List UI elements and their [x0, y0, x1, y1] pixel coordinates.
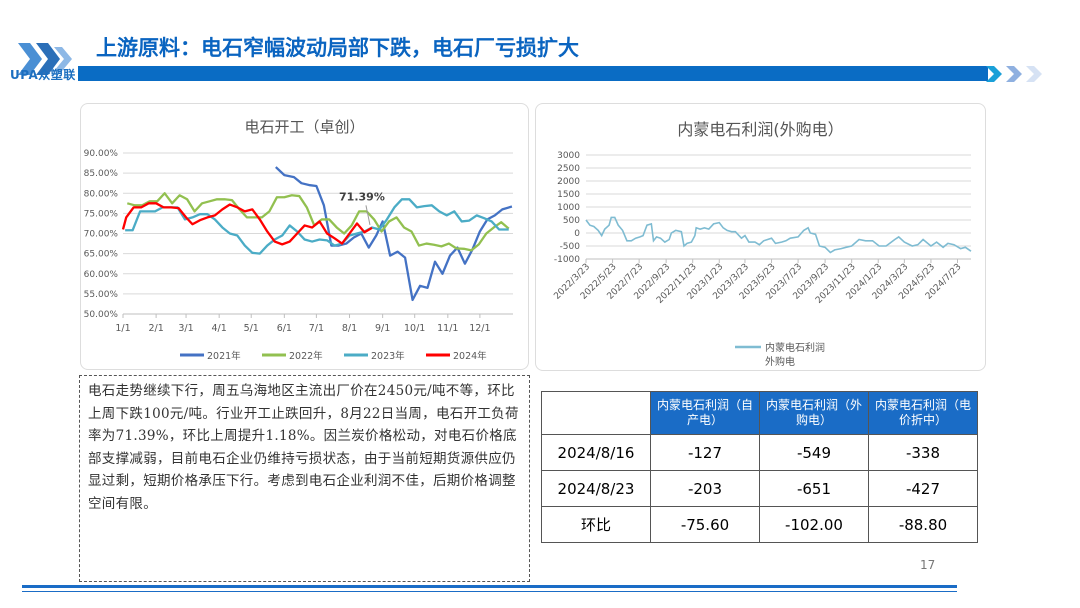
footer-line	[22, 585, 957, 588]
table-cell: -338	[868, 434, 978, 471]
y-tick-label: 0	[574, 229, 580, 239]
y-tick-label: 60.00%	[84, 270, 119, 280]
table-header: 内蒙电石利润（外购电）	[759, 391, 869, 435]
x-tick-label: 3/1	[178, 323, 193, 334]
legend-label: 外购电	[765, 355, 795, 368]
legend-label: 2022年	[289, 350, 323, 362]
chart-profit-plot: 300025002000150010005000-500-10002022/3/…	[552, 151, 972, 368]
y-tick-label: 90.00%	[84, 149, 119, 159]
x-tick-label: 6/1	[277, 323, 292, 334]
table-header: 内蒙电石利润（电价折中）	[868, 391, 978, 435]
chart-operating-rate: 电石开工（卓创）	[80, 103, 529, 370]
y-tick-label: -1000	[554, 255, 580, 265]
x-tick-label: 8/1	[342, 323, 357, 334]
series-line-2021年	[275, 166, 513, 302]
legend-label: 内蒙电石利润	[765, 341, 825, 354]
table-cell: 2024/8/16	[541, 434, 651, 471]
y-tick-label: 75.00%	[84, 209, 119, 219]
table-cell: 2024/8/23	[541, 470, 651, 507]
series-line-2023年	[125, 198, 509, 255]
y-tick-label: 500	[563, 216, 580, 226]
x-tick-label: 10/1	[404, 323, 425, 334]
table-row: 2024/8/16 -127 -549 -338	[541, 434, 978, 471]
y-tick-label: 70.00%	[84, 230, 119, 240]
x-tick-label: 4/1	[212, 323, 227, 334]
x-tick-label: 11/1	[437, 323, 458, 334]
x-tick-label: 2/1	[148, 323, 163, 334]
x-tick-label: 9/1	[375, 323, 390, 334]
y-tick-label: 80.00%	[84, 189, 119, 199]
table-cell: -127	[650, 434, 760, 471]
table-cell: -102.00	[759, 506, 869, 543]
y-tick-label: 50.00%	[84, 310, 119, 320]
annotation-label: 71.39%	[339, 190, 385, 203]
chevron-decor-icon	[986, 66, 1042, 82]
y-tick-label: 85.00%	[84, 169, 119, 179]
y-tick-label: 2500	[557, 164, 580, 174]
y-tick-label: 65.00%	[84, 250, 119, 260]
legend-label: 2024年	[453, 350, 487, 362]
table-header-corner	[541, 391, 651, 435]
commentary-text: 电石走势继续下行，周五乌海地区主流出厂价在2450元/吨不等，环比上周下跌100…	[79, 375, 530, 582]
table-cell: -651	[759, 470, 869, 507]
profit-table: 内蒙电石利润（自产电） 内蒙电石利润（外购电） 内蒙电石利润（电价折中） 202…	[541, 391, 978, 543]
table-cell: 环比	[541, 506, 651, 543]
chart-title: 内蒙电石利润(外购电）	[677, 120, 844, 139]
x-tick-label: 1/1	[115, 323, 130, 334]
page-number: 17	[920, 558, 936, 572]
table-cell: -75.60	[650, 506, 760, 543]
table-header: 内蒙电石利润（自产电）	[650, 391, 760, 435]
footer-line	[22, 591, 957, 592]
logo-text: UPA众塑联	[10, 68, 76, 82]
y-tick-label: -500	[560, 242, 581, 252]
header-bar	[78, 66, 988, 81]
y-tick-label: 2000	[557, 177, 580, 187]
table-header-row: 内蒙电石利润（自产电） 内蒙电石利润（外购电） 内蒙电石利润（电价折中）	[541, 391, 978, 435]
legend-label: 2023年	[371, 350, 405, 362]
x-tick-label: 7/1	[309, 323, 324, 334]
table-row: 环比 -75.60 -102.00 -88.80	[541, 506, 978, 543]
chart-title: 电石开工（卓创）	[244, 118, 365, 136]
x-tick-label: 12/1	[469, 323, 490, 334]
table-cell: -88.80	[868, 506, 978, 543]
logo-icon	[18, 43, 72, 75]
annotation-leader	[365, 205, 371, 226]
table-cell: -549	[759, 434, 869, 471]
series-line	[585, 216, 972, 254]
table-cell: -427	[868, 470, 978, 507]
table-row: 2024/8/23 -203 -651 -427	[541, 470, 978, 507]
chart-operating-rate-plot: 90.00% 85.00% 80.00% 75.00% 70.00% 65.00% 60.0…	[84, 149, 513, 362]
page-title: 上游原料：电石窄幅波动局部下跌，电石厂亏损扩大	[96, 36, 579, 60]
chart-profit: 内蒙电石利润(外购电）	[535, 103, 986, 371]
table-cell: -203	[650, 470, 760, 507]
series-line-2024年	[121, 202, 373, 246]
y-tick-label: 3000	[557, 151, 580, 161]
y-tick-label: 1500	[557, 190, 580, 200]
y-tick-label: 1000	[557, 203, 580, 213]
x-tick-label: 5/1	[244, 323, 259, 334]
legend-label: 2021年	[207, 350, 241, 362]
y-tick-label: 55.00%	[84, 290, 119, 300]
